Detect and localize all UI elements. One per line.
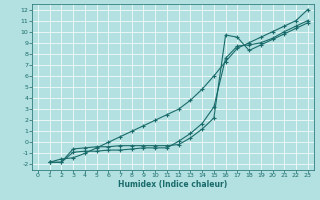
X-axis label: Humidex (Indice chaleur): Humidex (Indice chaleur): [118, 180, 228, 189]
